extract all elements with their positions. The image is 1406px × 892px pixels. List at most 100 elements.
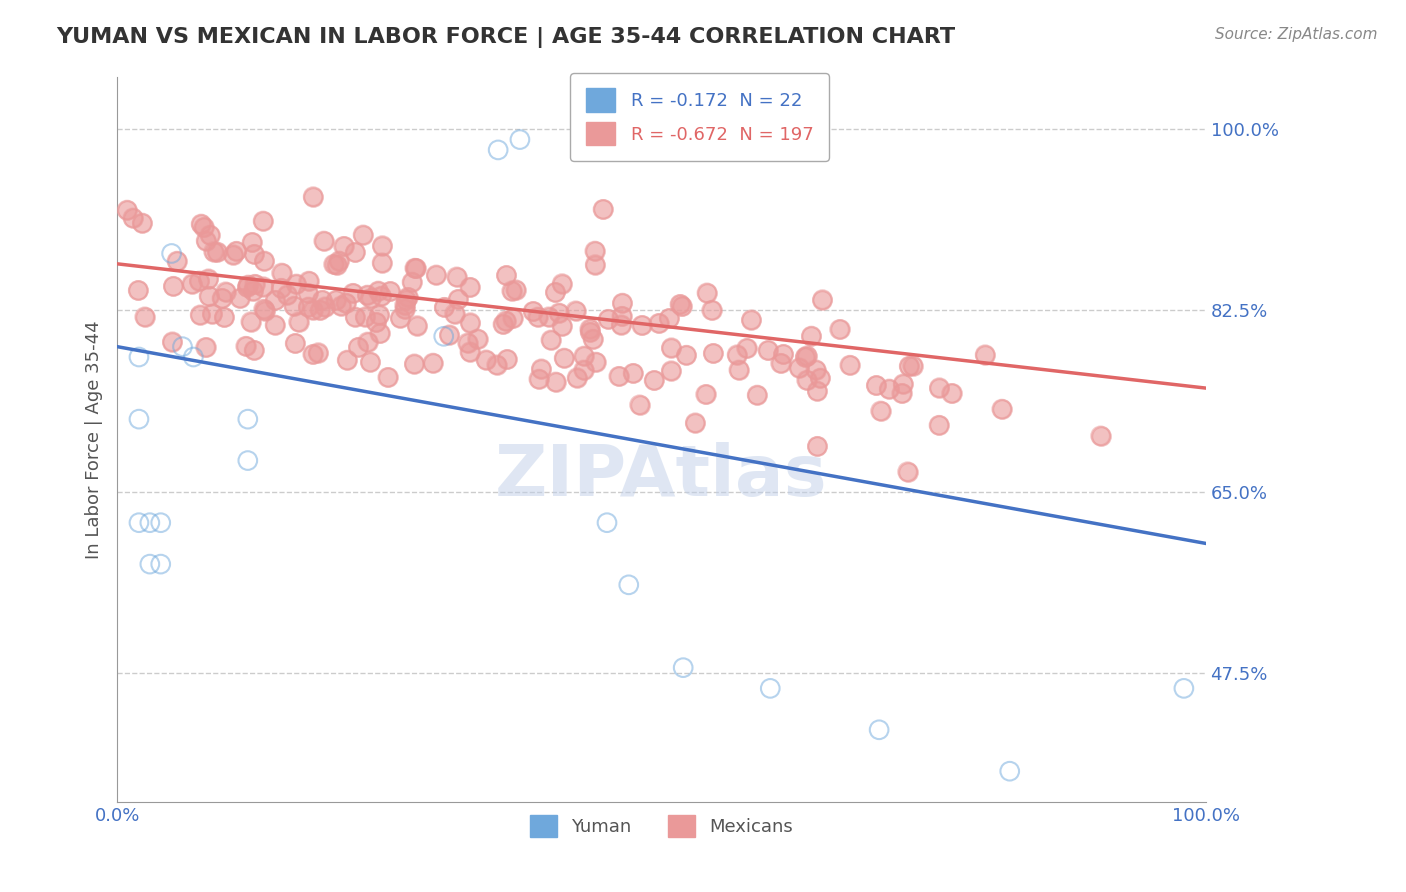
Point <box>302 189 325 203</box>
Point <box>808 371 831 385</box>
Point <box>583 258 606 272</box>
Point <box>128 516 150 530</box>
Point <box>804 362 827 376</box>
Point <box>352 227 374 242</box>
Point <box>596 516 619 530</box>
Point <box>496 352 519 367</box>
Point <box>537 310 560 324</box>
Point <box>240 235 263 250</box>
Point <box>1090 429 1112 443</box>
Point <box>307 345 329 359</box>
Point <box>607 369 630 384</box>
Point <box>659 364 682 378</box>
Point <box>457 335 479 350</box>
Point <box>344 310 367 324</box>
Point <box>287 315 309 329</box>
Point <box>572 363 595 377</box>
Point <box>759 681 782 696</box>
Point <box>578 322 600 336</box>
Point <box>458 280 481 294</box>
Point <box>325 293 347 308</box>
Point <box>371 255 394 269</box>
Point <box>366 315 388 329</box>
Point <box>727 363 749 377</box>
Point <box>928 418 950 433</box>
Point <box>252 279 274 293</box>
Point <box>553 351 575 365</box>
Point <box>661 341 683 355</box>
Point <box>405 261 427 276</box>
Point <box>485 358 508 372</box>
Point <box>669 297 692 311</box>
Point <box>610 310 633 324</box>
Point <box>898 359 921 373</box>
Point <box>356 288 378 302</box>
Point <box>585 355 607 369</box>
Point <box>284 336 307 351</box>
Point <box>672 660 695 674</box>
Point <box>264 318 287 332</box>
Point <box>127 284 149 298</box>
Point <box>702 346 724 360</box>
Point <box>582 332 605 346</box>
Point <box>658 311 681 326</box>
Point <box>553 351 575 365</box>
Point <box>297 286 319 301</box>
Point <box>675 348 697 362</box>
Point <box>139 557 162 571</box>
Point <box>264 318 287 332</box>
Point <box>198 289 221 303</box>
Point <box>610 318 633 332</box>
Point <box>756 343 779 358</box>
Point <box>769 356 792 370</box>
Point <box>446 269 468 284</box>
Point <box>727 363 749 377</box>
Point <box>252 214 274 228</box>
Point <box>371 238 394 252</box>
Point <box>695 387 717 401</box>
Point <box>659 364 682 378</box>
Point <box>190 217 212 231</box>
Point <box>869 404 891 418</box>
Point <box>612 296 634 310</box>
Point <box>796 349 818 363</box>
Point <box>671 300 693 314</box>
Point <box>347 340 370 354</box>
Point <box>583 244 606 258</box>
Point <box>253 254 276 268</box>
Point <box>236 277 259 292</box>
Point <box>583 244 606 258</box>
Point <box>804 362 827 376</box>
Point <box>890 386 912 401</box>
Point <box>181 277 204 291</box>
Point <box>869 404 891 418</box>
Point <box>772 347 794 361</box>
Point <box>328 253 350 268</box>
Point <box>162 334 184 349</box>
Point <box>394 298 416 312</box>
Point <box>630 318 652 333</box>
Point <box>501 284 523 298</box>
Point <box>352 227 374 242</box>
Point <box>115 202 138 217</box>
Point <box>222 247 245 261</box>
Point <box>360 292 382 306</box>
Point <box>772 347 794 361</box>
Point <box>297 300 319 314</box>
Point <box>229 291 252 305</box>
Point <box>475 352 498 367</box>
Point <box>540 333 562 347</box>
Point <box>287 315 309 329</box>
Point <box>585 355 607 369</box>
Point <box>297 274 319 288</box>
Point <box>806 384 828 398</box>
Point <box>335 296 357 310</box>
Point <box>865 378 887 392</box>
Point <box>439 327 461 342</box>
Point <box>276 287 298 301</box>
Point <box>460 316 482 330</box>
Point <box>505 283 527 297</box>
Point <box>443 307 465 321</box>
Point <box>990 402 1012 417</box>
Point <box>794 350 817 364</box>
